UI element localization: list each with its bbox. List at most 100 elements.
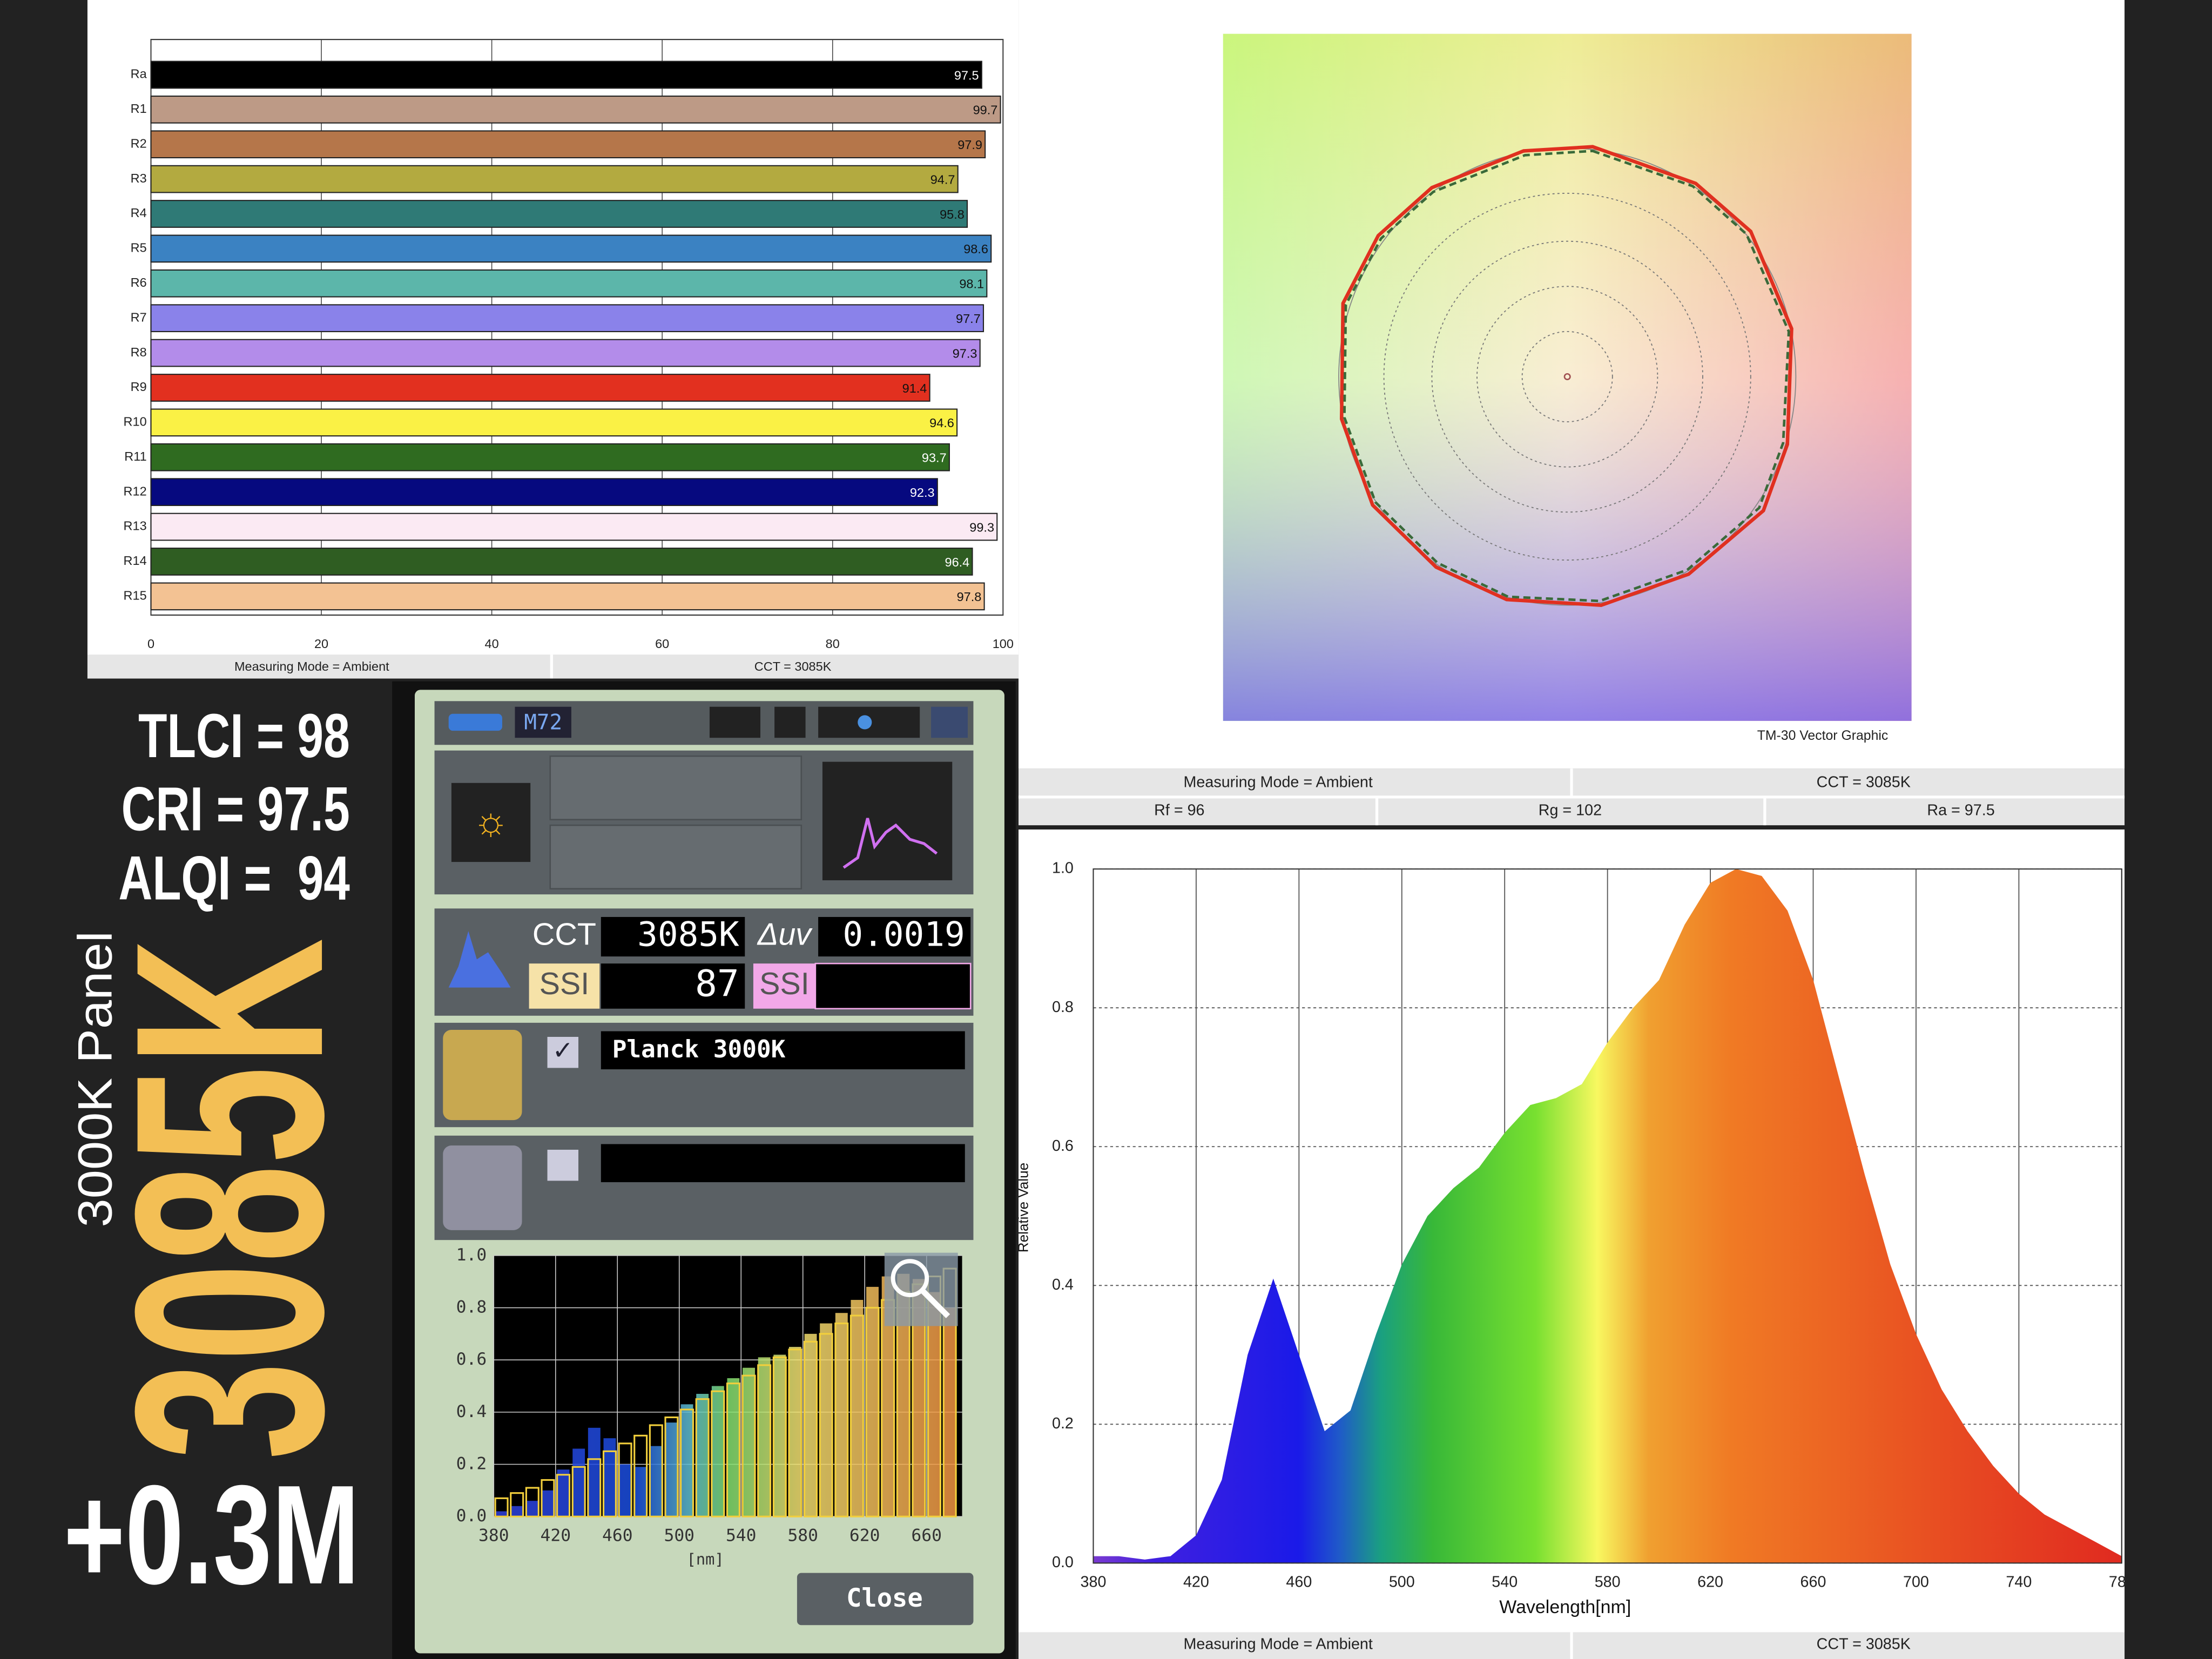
measured-bar bbox=[495, 1511, 508, 1517]
value-label: 94.6 bbox=[929, 416, 954, 430]
ref-checkbox[interactable] bbox=[547, 1037, 579, 1068]
ref-check: ✓ bbox=[552, 1036, 574, 1064]
close-button[interactable] bbox=[797, 1573, 974, 1626]
meter-lock[interactable] bbox=[931, 706, 968, 738]
bar bbox=[150, 165, 959, 193]
reference-bar bbox=[556, 1474, 571, 1518]
y-tick-label: R3 bbox=[131, 171, 147, 185]
measured-bar bbox=[897, 1273, 910, 1517]
value-label: 97.7 bbox=[956, 312, 981, 326]
meter-status-box bbox=[774, 706, 806, 738]
measured-bar bbox=[943, 1307, 956, 1517]
measured-bar bbox=[588, 1427, 601, 1517]
y-tick-label: R10 bbox=[124, 415, 147, 429]
reference-bar bbox=[602, 1450, 617, 1518]
value-label: 98.1 bbox=[959, 277, 984, 291]
ssi2-box bbox=[814, 962, 972, 1010]
footer-text: Measuring Mode = Ambient bbox=[1183, 1635, 1372, 1653]
y-tick-label: R15 bbox=[124, 589, 147, 603]
y-tick-label: 0.2 bbox=[1052, 1415, 1074, 1432]
footer-text: Rf = 96 bbox=[1154, 802, 1204, 819]
x-tick-label: 60 bbox=[655, 637, 669, 651]
meter-ref-icon bbox=[443, 1029, 522, 1121]
x-tick-label: 420 bbox=[540, 1526, 571, 1546]
x-tick-label: 460 bbox=[1286, 1574, 1312, 1591]
tm30-title: TM-30 Vector Graphic bbox=[1757, 729, 1889, 743]
x-tick-label: 380 bbox=[1081, 1574, 1107, 1591]
x-tick-label: 0 bbox=[147, 637, 154, 651]
measured-bar bbox=[758, 1357, 771, 1517]
measured-bar bbox=[928, 1292, 941, 1517]
reference-bar bbox=[510, 1492, 524, 1518]
measured-bar bbox=[743, 1367, 756, 1517]
reference-bar bbox=[587, 1458, 602, 1518]
measured-bar bbox=[526, 1501, 539, 1517]
x-tick-label: 460 bbox=[602, 1526, 633, 1546]
measured-bar bbox=[619, 1464, 632, 1517]
measured-bar bbox=[711, 1386, 724, 1517]
x-tick-label: 700 bbox=[1903, 1574, 1929, 1591]
x-tick-label: 740 bbox=[2006, 1574, 2032, 1591]
y-tick-label: R5 bbox=[131, 241, 147, 255]
value-label: 92.3 bbox=[910, 485, 935, 500]
bar bbox=[150, 548, 973, 576]
meter-spectrum-thumb[interactable] bbox=[822, 761, 953, 881]
reference-bar bbox=[788, 1348, 802, 1518]
meter-empty-field bbox=[549, 824, 802, 890]
measured-bar bbox=[634, 1467, 647, 1517]
x-tick-label: 780 bbox=[2109, 1574, 2135, 1591]
y-tick-label: 1.0 bbox=[456, 1245, 487, 1265]
measured-bar bbox=[912, 1279, 925, 1517]
measured-bar bbox=[727, 1378, 740, 1517]
x-tick-label: 620 bbox=[849, 1526, 880, 1546]
x-tick-label: 500 bbox=[664, 1526, 694, 1546]
measured-bar bbox=[510, 1506, 523, 1517]
reference-bar bbox=[618, 1442, 632, 1518]
cri-text: CRI = 97.5 bbox=[122, 775, 350, 844]
value-label: 97.9 bbox=[957, 138, 982, 152]
tm30-test-vector bbox=[1339, 145, 1793, 607]
y-tick-label: R11 bbox=[124, 449, 146, 463]
footer-text: Measuring Mode = Ambient bbox=[234, 659, 389, 673]
reference-bar bbox=[649, 1424, 663, 1518]
ssi-box bbox=[601, 963, 745, 1009]
tm30-center bbox=[1563, 373, 1571, 380]
ssi-label-bg bbox=[529, 963, 600, 1009]
footer-text: Ra = 97.5 bbox=[1927, 802, 1994, 819]
reference-bar bbox=[571, 1466, 586, 1518]
meter-indicator bbox=[858, 715, 872, 730]
bar bbox=[150, 200, 968, 228]
y-tick-label: 0.8 bbox=[1052, 999, 1074, 1016]
footer-text: Measuring Mode = Ambient bbox=[1183, 773, 1372, 791]
ssi2-label: SSI bbox=[759, 967, 810, 1001]
bar bbox=[150, 582, 985, 611]
ref2-checkbox[interactable] bbox=[547, 1149, 579, 1181]
zoom-icon-handle bbox=[920, 1289, 950, 1318]
meter-light-icon[interactable] bbox=[451, 783, 531, 862]
bar bbox=[150, 304, 984, 333]
y-tick-label: 0.6 bbox=[1052, 1137, 1074, 1155]
ref-box bbox=[601, 1031, 965, 1070]
y-tick-label: 0.4 bbox=[1052, 1276, 1074, 1293]
x-tick-label: 580 bbox=[787, 1526, 818, 1546]
bar bbox=[150, 269, 988, 298]
y-tick-label: R4 bbox=[131, 206, 147, 220]
cct-label: CCT bbox=[532, 918, 596, 952]
footer-text: CCT = 3085K bbox=[754, 659, 832, 673]
reference-bar bbox=[494, 1497, 509, 1518]
offset-text: +0.3M bbox=[64, 1456, 360, 1614]
y-tick-label: R2 bbox=[131, 136, 147, 150]
x-tick-label: 580 bbox=[1595, 1574, 1621, 1591]
footer-text: Rg = 102 bbox=[1539, 802, 1602, 819]
footer-text: CCT = 3085K bbox=[1817, 773, 1911, 791]
y-tick-label: R14 bbox=[124, 554, 147, 568]
x-axis-label: Wavelength[nm] bbox=[1499, 1597, 1631, 1617]
reference-bar bbox=[633, 1434, 648, 1518]
x-tick-label: 540 bbox=[1492, 1574, 1518, 1591]
y-tick-label: 0.0 bbox=[456, 1506, 487, 1526]
meter-ref2-icon bbox=[443, 1145, 522, 1230]
measured-bar bbox=[820, 1323, 833, 1517]
tm30-background-overlay bbox=[1223, 33, 1912, 721]
ref2-box bbox=[601, 1144, 965, 1183]
